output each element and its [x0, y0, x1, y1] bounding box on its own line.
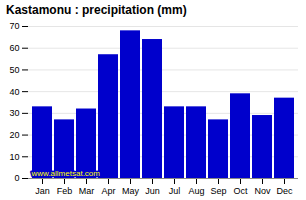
svg-text:Jun: Jun [145, 186, 160, 196]
svg-text:Feb: Feb [57, 186, 73, 196]
svg-text:20: 20 [9, 130, 19, 140]
html-text:Kastamonu : precipitation (mm): Kastamonu : precipitation (mm) [6, 3, 187, 17]
svg-text:Jan: Jan [35, 186, 50, 196]
svg-text:10: 10 [9, 152, 19, 162]
svg-text:Nov: Nov [254, 186, 271, 196]
svg-text:Mar: Mar [79, 186, 95, 196]
svg-text:70: 70 [9, 21, 19, 31]
svg-text:Apr: Apr [101, 186, 115, 196]
svg-text:30: 30 [9, 108, 19, 118]
svg-text:Sep: Sep [210, 186, 226, 196]
svg-text:60: 60 [9, 43, 19, 53]
svg-text:Aug: Aug [188, 186, 204, 196]
svg-text:May: May [122, 186, 140, 196]
svg-text:40: 40 [9, 87, 19, 97]
svg-text:0: 0 [14, 173, 19, 183]
svg-text:Jul: Jul [169, 186, 181, 196]
svg-text:Oct: Oct [233, 186, 248, 196]
svg-text:Dec: Dec [276, 186, 293, 196]
svg-text:50: 50 [9, 65, 19, 75]
svg-text:www.allmetsat.com: www.allmetsat.com [31, 169, 101, 178]
